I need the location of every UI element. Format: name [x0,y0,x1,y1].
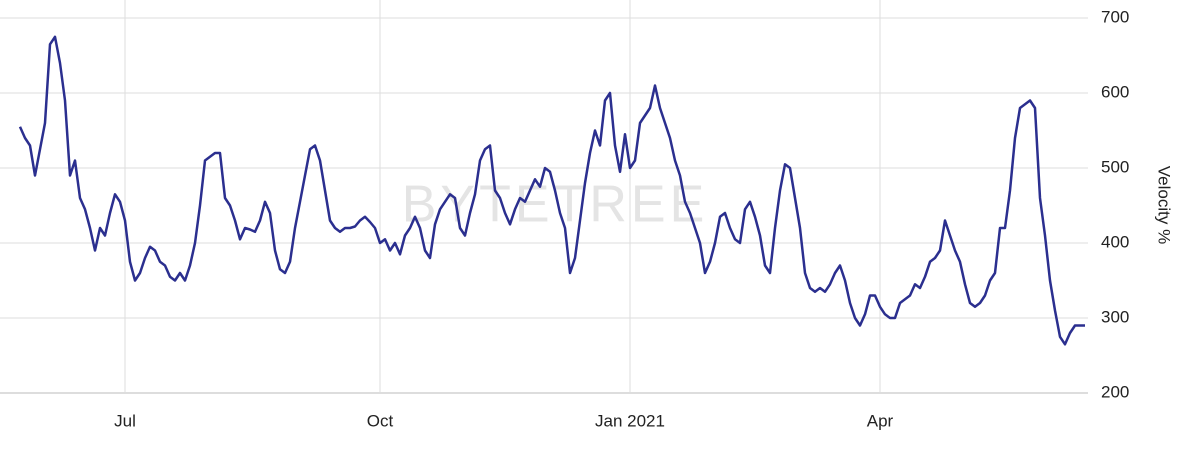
x-tick-label: Apr [867,411,894,430]
y-tick-label: 400 [1101,232,1129,251]
line [18,35,1085,346]
x-tick-label: Oct [367,411,394,430]
y-tick-label: 300 [1101,307,1129,326]
y-tick-label: 200 [1101,382,1129,401]
y-tick-label: 600 [1101,82,1129,101]
watermark: BYTETREE [402,176,709,234]
x-tick-label: Jul [114,411,136,430]
y-axis-label: Velocity % [1155,166,1174,244]
y-tick-label: 700 [1101,7,1129,26]
y-tick-label: 500 [1101,157,1129,176]
x-tick-label: Jan 2021 [595,411,665,430]
